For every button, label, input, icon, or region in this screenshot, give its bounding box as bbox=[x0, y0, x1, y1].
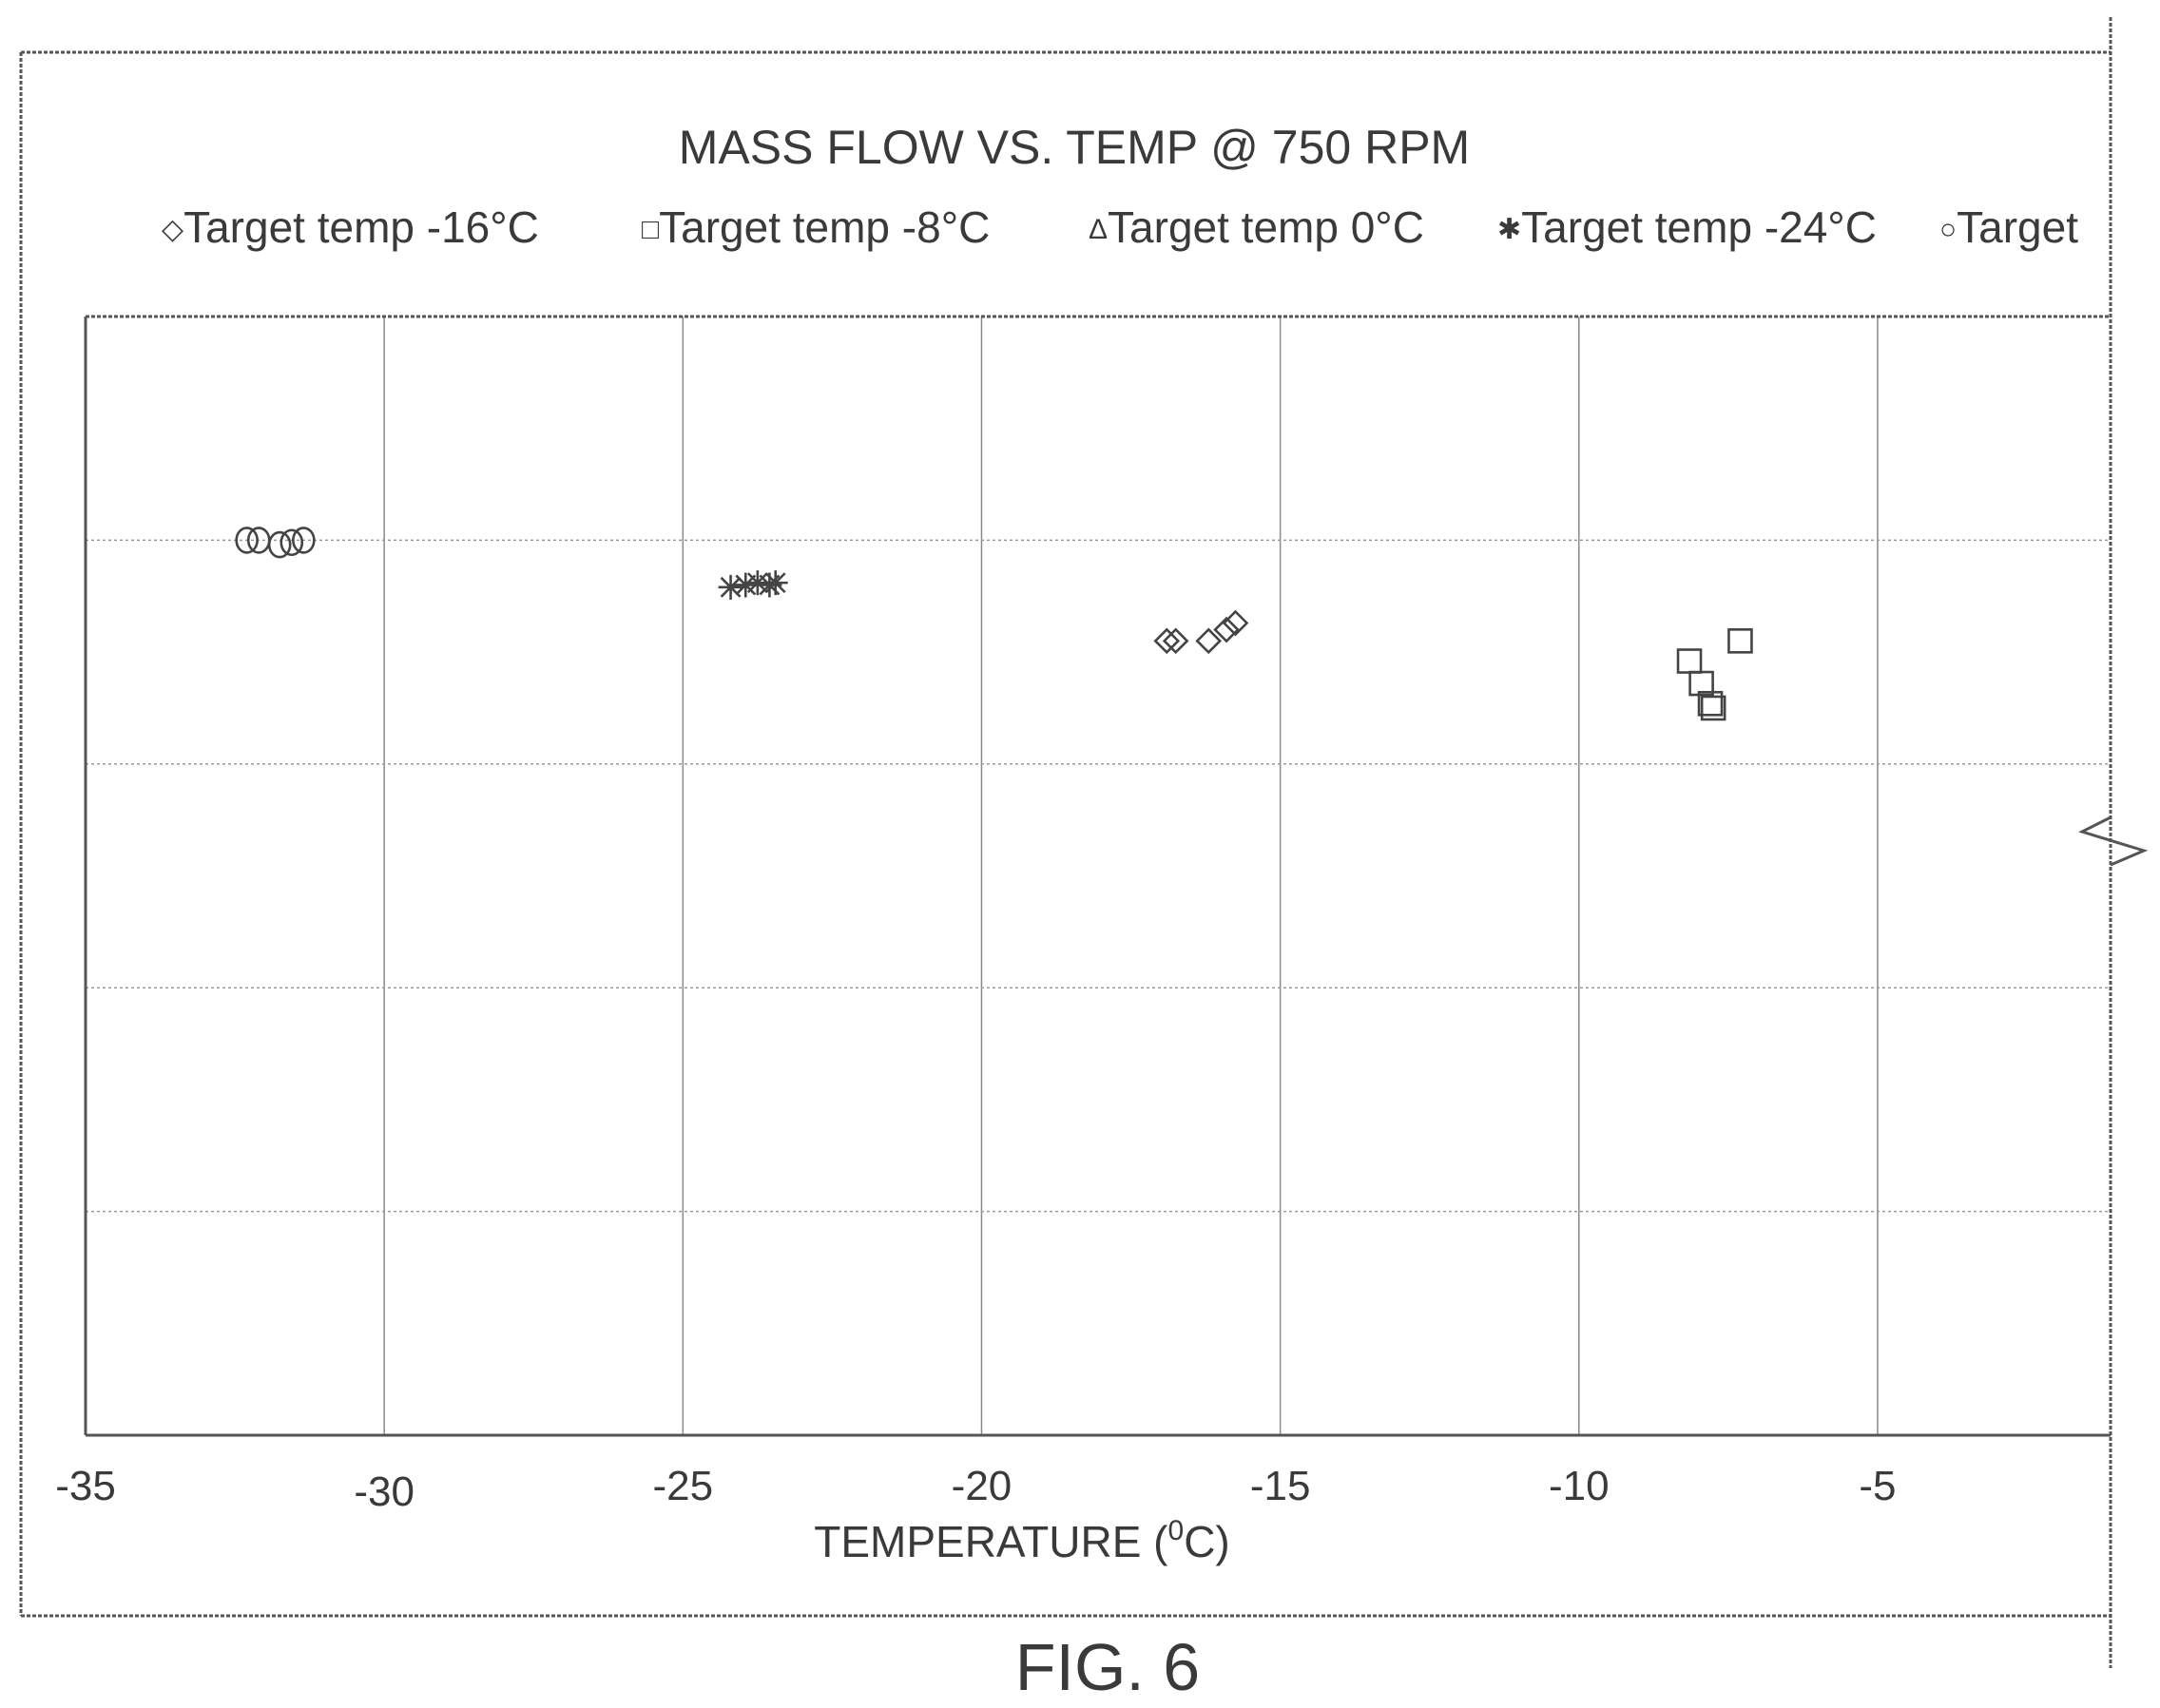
outer-frame bbox=[19, 17, 2149, 1668]
data-point-square bbox=[1688, 670, 1714, 697]
data-point-square bbox=[1697, 690, 1724, 717]
x-tick-label: -30 bbox=[354, 1468, 415, 1515]
legend-symbol: Δ bbox=[1089, 214, 1108, 245]
plot-area: -35 -30 -25 -20 -15 -10 -5 bbox=[55, 315, 2111, 1515]
legend-entry: ○Target bbox=[1939, 202, 2078, 252]
x-tick-label: -15 bbox=[1250, 1463, 1311, 1509]
x-axis-label: TEMPERATURE (0C) bbox=[814, 1515, 1230, 1566]
data-point-diamond bbox=[1162, 627, 1189, 655]
legend-label: Target temp 0°C bbox=[1108, 202, 1424, 252]
legend-entry: □Target temp -8°C bbox=[642, 202, 990, 252]
data-point-diamond bbox=[1153, 627, 1181, 655]
legend-label: Target temp -8°C bbox=[659, 202, 990, 252]
data-point-circle bbox=[280, 528, 304, 557]
legend-entry: ✱Target temp -24°C bbox=[1497, 202, 1877, 252]
data-point-diamond bbox=[1213, 616, 1240, 643]
series-asterisk bbox=[718, 570, 788, 600]
legend-symbol: □ bbox=[642, 214, 660, 245]
series-square bbox=[1676, 628, 1753, 721]
data-point-asterisk bbox=[718, 574, 743, 600]
break-mark bbox=[2077, 816, 2149, 867]
legend-entry: ◇Target temp -16°C bbox=[162, 202, 539, 252]
data-point-square bbox=[1676, 648, 1703, 674]
data-point-circle bbox=[267, 530, 292, 559]
chart-title: MASS FLOW VS. TEMP @ 750 RPM bbox=[679, 121, 1470, 174]
legend-label: Target bbox=[1957, 202, 2078, 252]
data-point-asterisk bbox=[744, 570, 770, 596]
x-tick-label: -10 bbox=[1549, 1463, 1610, 1509]
data-point-asterisk bbox=[762, 570, 788, 596]
data-point-circle bbox=[235, 527, 259, 554]
x-tick-label: -20 bbox=[952, 1463, 1012, 1509]
data-point-square bbox=[1700, 695, 1726, 721]
legend-symbol: ◇ bbox=[162, 214, 183, 245]
legend: ◇Target temp -16°C □Target temp -8°C ΔTarg… bbox=[162, 202, 2078, 252]
data-markers bbox=[235, 527, 1753, 721]
data-point-circle bbox=[292, 527, 316, 554]
data-point-asterisk bbox=[757, 572, 782, 598]
legend-symbol: ✱ bbox=[1497, 214, 1521, 245]
data-point-asterisk bbox=[733, 572, 759, 598]
axes bbox=[84, 315, 2111, 1437]
figure-caption: FIG. 6 bbox=[1015, 1630, 1200, 1704]
series-diamond bbox=[1153, 609, 1249, 655]
data-point-diamond bbox=[1195, 627, 1223, 655]
data-point-square bbox=[1727, 628, 1753, 654]
x-tick-label: -25 bbox=[653, 1463, 714, 1509]
x-tick-label: -5 bbox=[1859, 1463, 1896, 1509]
series-circle bbox=[235, 527, 316, 559]
legend-entry: ΔTarget temp 0°C bbox=[1089, 202, 1424, 252]
legend-symbol: ○ bbox=[1939, 214, 1957, 245]
data-point-diamond bbox=[1222, 609, 1249, 637]
x-tick-labels: -35 -30 -25 -20 -15 -10 -5 bbox=[55, 1463, 1896, 1515]
legend-label: Target temp -24°C bbox=[1521, 202, 1877, 252]
legend-label: Target temp -16°C bbox=[183, 202, 539, 252]
x-tick-label: -35 bbox=[55, 1463, 116, 1509]
gridlines bbox=[86, 317, 2111, 1435]
